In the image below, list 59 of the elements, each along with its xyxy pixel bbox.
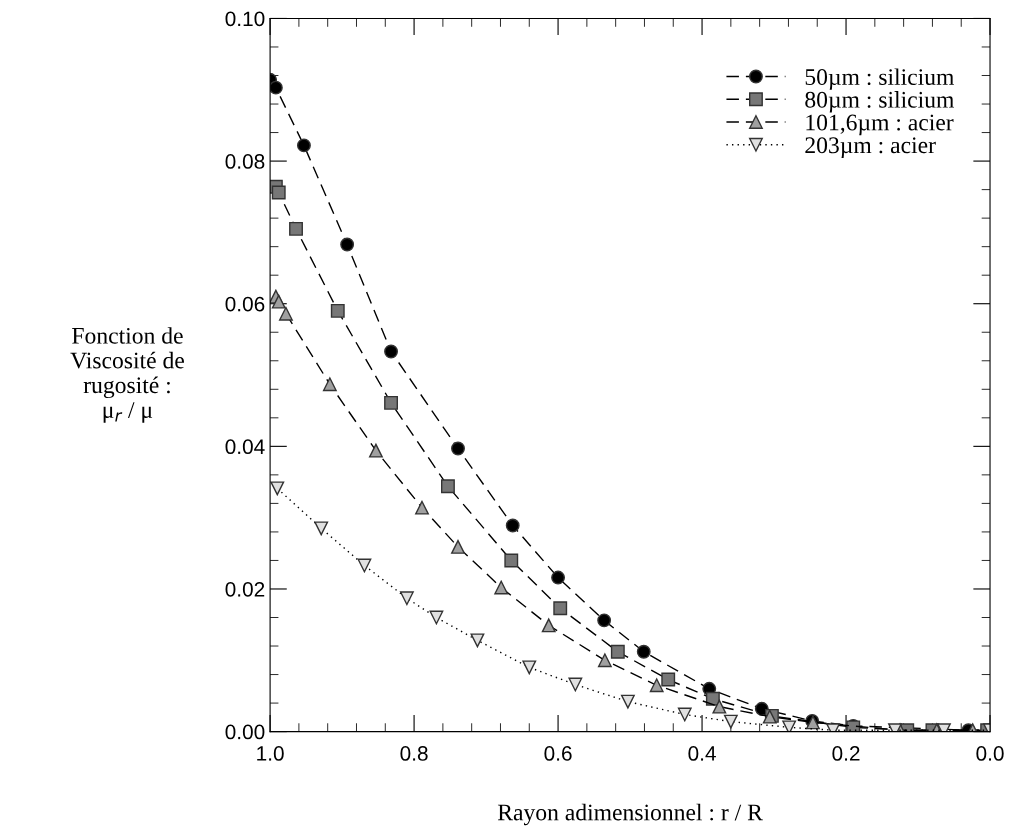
point [429, 610, 444, 625]
point [723, 714, 738, 729]
y-tick-label: 0.04 [225, 439, 265, 455]
point [330, 303, 345, 318]
point [270, 481, 285, 496]
point [271, 185, 286, 200]
point [782, 720, 797, 732]
point [289, 221, 303, 236]
point [522, 660, 537, 675]
point [470, 633, 485, 648]
point [399, 591, 414, 606]
point [296, 138, 311, 153]
point [712, 699, 727, 714]
x-tick-label: 0.6 [544, 746, 572, 761]
point [661, 672, 676, 687]
y-tick-label: 0.10 [225, 11, 265, 27]
point [451, 441, 465, 456]
point [368, 443, 383, 458]
x-tick-label: 0.4 [688, 746, 716, 761]
point [384, 395, 398, 410]
point [541, 618, 556, 633]
legend-label: 80µm : silicium [805, 91, 955, 113]
x-tick-label: 0.0 [976, 746, 1004, 761]
point [278, 306, 293, 321]
point [505, 518, 520, 533]
point [270, 80, 283, 95]
x-axis-title: Rayon adimensionnel : r / R [497, 803, 763, 826]
point [494, 580, 509, 595]
point [504, 553, 519, 568]
point [271, 294, 286, 309]
point [636, 644, 651, 659]
y-tick-label: 0.00 [225, 724, 265, 740]
legend-label: 203µm : acier [805, 137, 936, 158]
point [620, 694, 635, 709]
y-axis-title: Fonction de Viscosité de rugosité : μ$_{r}$ / μ [70, 327, 184, 423]
point [610, 644, 625, 659]
point [597, 613, 612, 628]
point [357, 558, 372, 573]
point [384, 344, 398, 359]
legend-label: 50µm : silicium [805, 68, 955, 90]
point [340, 237, 355, 252]
x-tick-label: 1.0 [257, 746, 284, 761]
point [553, 601, 568, 616]
y-tick-label: 0.02 [225, 581, 265, 597]
x-tick-label: 0.8 [400, 746, 428, 761]
point [440, 479, 455, 494]
point [322, 377, 337, 392]
point [314, 521, 329, 536]
point [568, 677, 583, 692]
point [677, 707, 692, 722]
x-tick-label: 0.2 [832, 746, 860, 761]
point [451, 539, 465, 554]
point [597, 653, 612, 668]
point [649, 678, 664, 693]
y-tick-label: 0.06 [225, 296, 265, 312]
point [551, 570, 566, 585]
point [415, 500, 429, 515]
legend-label: 101,6µm : acier [806, 114, 954, 136]
y-tick-label: 0.08 [225, 154, 265, 169]
